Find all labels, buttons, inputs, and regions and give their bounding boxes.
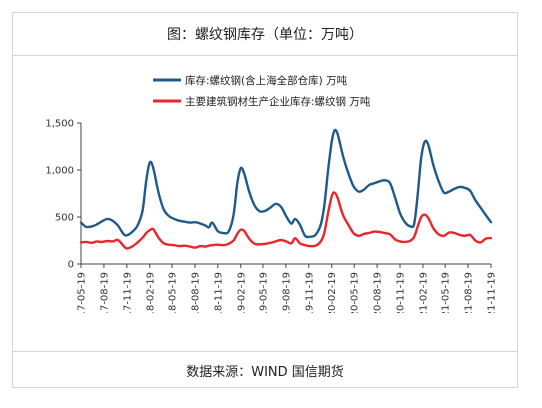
chart-title: 图：螺纹钢库存（单位：万吨） <box>13 13 517 56</box>
x-tick-label: 2017-05-19 <box>77 272 88 313</box>
y-tick-label: 0 <box>68 260 74 271</box>
x-tick-label: 2020-05-19 <box>350 272 361 313</box>
x-tick-label: 2020-11-19 <box>396 272 407 313</box>
data-source: 数据来源：WIND 国信期货 <box>13 351 517 388</box>
x-tick-label: 2021-08-19 <box>464 272 475 313</box>
chart-frame: 图：螺纹钢库存（单位：万吨） 库存:螺纹钢(含上海全部仓库) 万吨主要建筑钢材生… <box>12 12 518 388</box>
x-tick-label: 2019-08-19 <box>281 272 292 313</box>
x-tick-label: 2021-02-19 <box>418 272 429 313</box>
x-tick-label: 2018-02-19 <box>145 272 156 313</box>
x-tick-label: 2017-11-19 <box>122 272 133 313</box>
x-tick-label: 2018-05-19 <box>167 272 178 313</box>
series-line-2 <box>79 191 493 250</box>
x-tick-label: 2019-02-19 <box>236 272 247 313</box>
y-tick-label: 1,500 <box>45 119 74 130</box>
legend-label: 主要建筑钢材生产企业库存:螺纹钢 万吨 <box>185 95 371 108</box>
x-tick-label: 2021-11-19 <box>487 272 498 313</box>
y-tick-label: 500 <box>55 213 74 224</box>
x-tick-label: 2020-08-19 <box>373 272 384 313</box>
x-tick-label: 2018-08-19 <box>190 272 201 313</box>
x-tick-label: 2021-05-19 <box>441 272 452 313</box>
x-tick-label: 2018-11-19 <box>213 272 224 313</box>
legend-label: 库存:螺纹钢(含上海全部仓库) 万吨 <box>185 74 348 87</box>
y-tick-label: 1,000 <box>45 166 74 177</box>
x-tick-label: 2017-08-19 <box>99 272 110 313</box>
x-tick-label: 2019-11-19 <box>304 272 315 313</box>
series-line-1 <box>79 128 493 239</box>
x-tick-label: 2020-02-19 <box>327 272 338 313</box>
x-tick-label: 2019-05-19 <box>258 272 269 313</box>
